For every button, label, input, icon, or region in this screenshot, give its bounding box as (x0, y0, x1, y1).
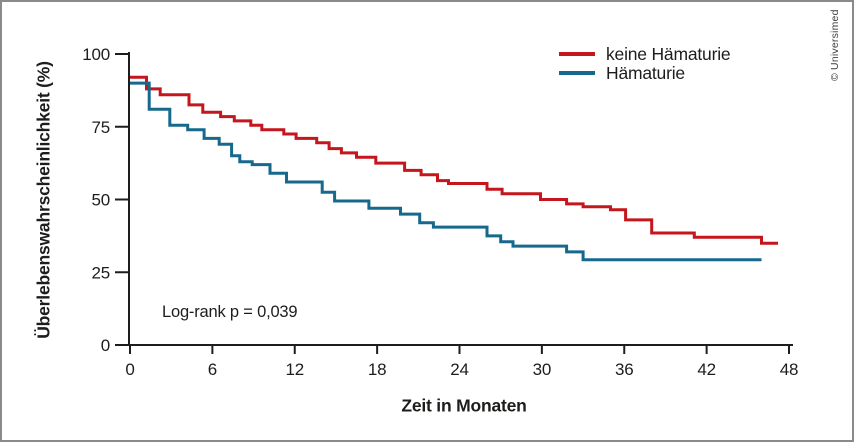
x-tick-label: 36 (615, 360, 634, 379)
log-rank-annotation: Log-rank p = 0,039 (162, 303, 298, 321)
red-line-swatch (559, 52, 595, 56)
blue-line-swatch (559, 71, 595, 75)
legend-item-keine-haematurie: keine Hämaturie (559, 44, 731, 64)
x-tick-label: 24 (450, 360, 469, 379)
x-tick-label: 18 (368, 360, 387, 379)
x-tick-label: 12 (285, 360, 304, 379)
x-tick-label: 30 (533, 360, 552, 379)
x-axis-title: Zeit in Monaten (401, 395, 527, 416)
x-tick-label: 48 (780, 360, 799, 379)
y-axis-title: Überlebenswahrscheinlichkeit (%) (33, 61, 54, 339)
y-tick-label: 75 (91, 118, 110, 137)
curve-haematurie (130, 81, 762, 262)
x-tick-label: 42 (697, 360, 716, 379)
curve-keine-haematurie (130, 75, 778, 245)
copyright-label: © Universimed (829, 9, 841, 81)
legend-label-keine-haematurie: keine Hämaturie (606, 43, 731, 64)
y-tick-label: 50 (91, 191, 110, 210)
legend: keine Hämaturie Hämaturie (559, 44, 731, 83)
y-tick-label: 100 (82, 45, 110, 64)
legend-item-haematurie: Hämaturie (559, 63, 730, 83)
legend-label-haematurie: Hämaturie (606, 62, 685, 83)
x-tick-label: 6 (208, 360, 217, 379)
x-tick-label: 0 (125, 360, 134, 379)
y-tick-label: 0 (101, 336, 110, 355)
y-tick-label: 25 (91, 263, 110, 282)
